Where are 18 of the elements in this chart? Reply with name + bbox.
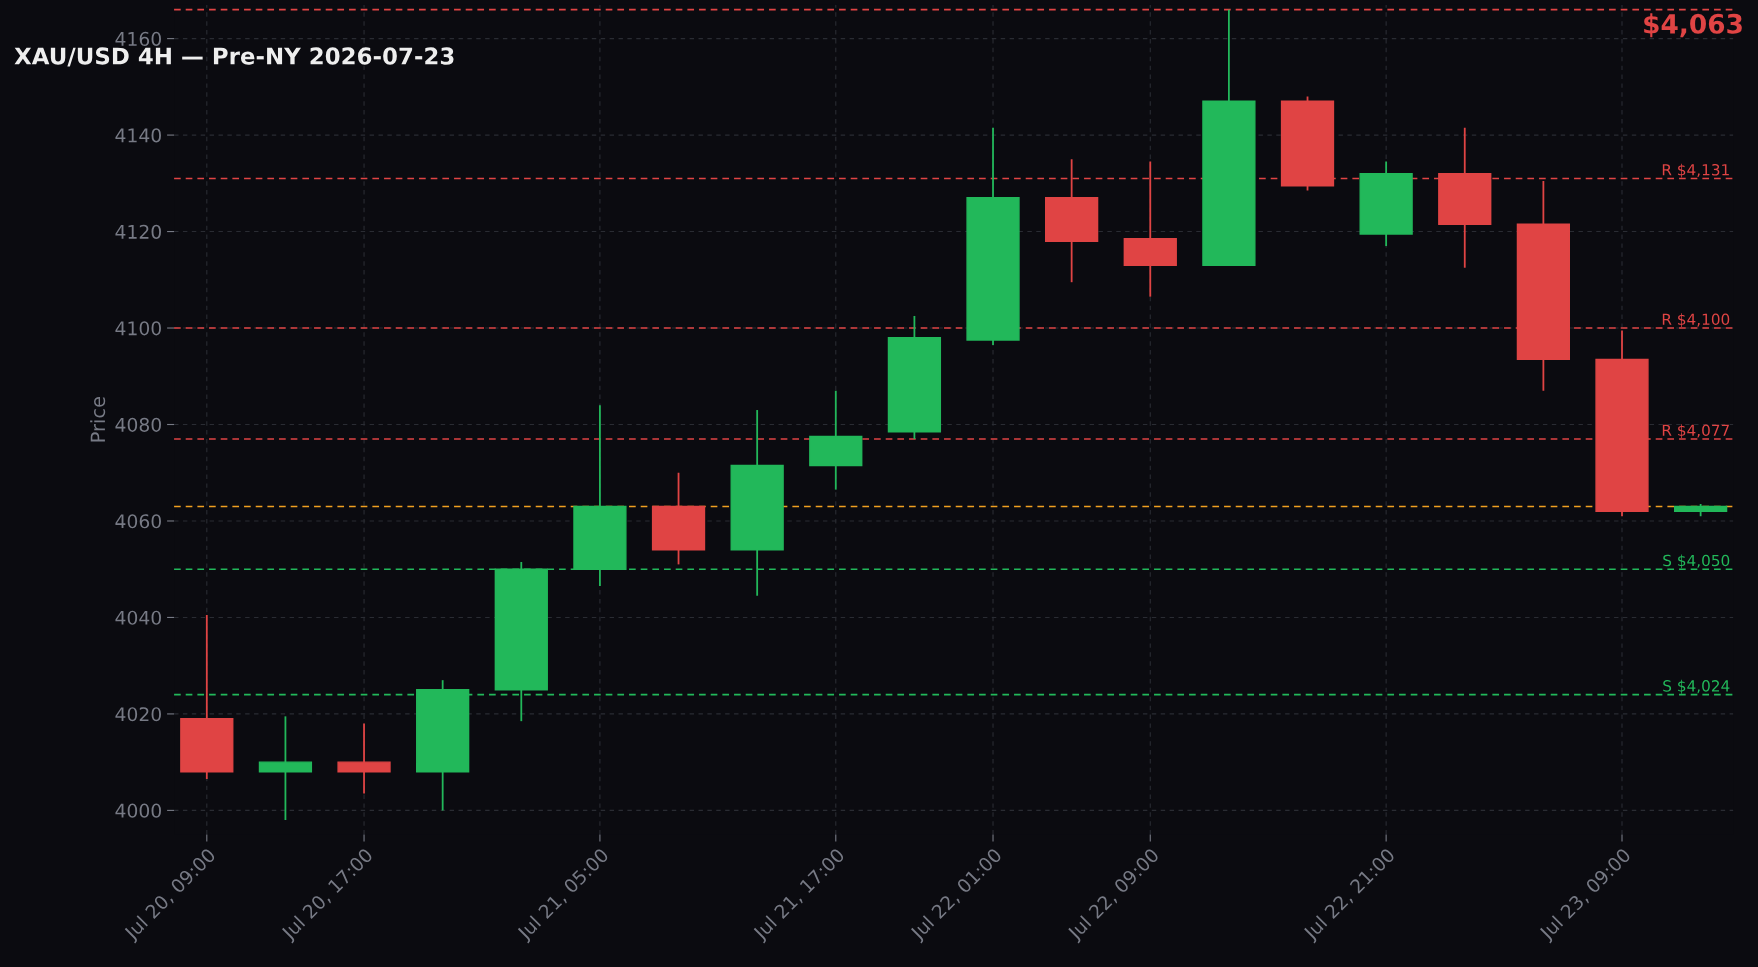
y-tick-label: 4060 xyxy=(115,514,161,529)
ref-line-label: R $4,131 xyxy=(1662,163,1729,178)
y-axis-title: Price xyxy=(90,396,106,442)
y-tick-label: 4040 xyxy=(115,610,161,625)
ref-line-label: S $4,024 xyxy=(1663,679,1730,694)
y-tick-label: 4000 xyxy=(115,803,161,818)
y-tick-label: 4160 xyxy=(115,31,161,46)
y-tick-label: 4020 xyxy=(115,707,161,722)
text: XAU/USD 4H — Pre-NY 2026-07-23 xyxy=(14,47,454,67)
y-tick-label: 4140 xyxy=(115,128,161,143)
y-tick-label: 4100 xyxy=(115,321,161,336)
ref-line-label: R $4,077 xyxy=(1662,424,1729,439)
ref-line-label: R $4,100 xyxy=(1662,313,1730,328)
annotation: $4,063 xyxy=(1644,13,1742,38)
y-tick-label: 4120 xyxy=(115,224,161,239)
y-tick-label: 4080 xyxy=(115,417,161,432)
ref-line-label: S $4,050 xyxy=(1663,554,1730,569)
candlestick xyxy=(258,715,313,821)
